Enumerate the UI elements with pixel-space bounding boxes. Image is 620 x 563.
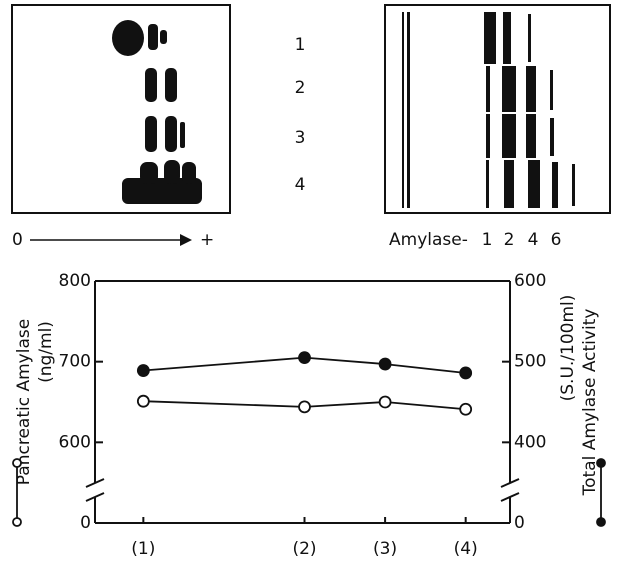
x-tick-label: (4) — [454, 539, 478, 559]
y2-tick-label: 400 — [514, 432, 546, 452]
gel-left — [12, 5, 230, 213]
y2-tick-label: 0 — [514, 513, 525, 533]
point — [138, 396, 149, 407]
figure: 1 2 3 4 0 + Amylase- 1 2 4 6 Pancreatic … — [0, 0, 620, 563]
arrow-head — [180, 234, 192, 246]
legend-key-marker — [597, 459, 605, 467]
y-tick-label: 800 — [59, 271, 91, 291]
legend-key-marker — [13, 459, 21, 467]
band-label: 6 — [551, 230, 562, 250]
point — [299, 401, 310, 412]
y2-tick-label: 500 — [514, 352, 546, 372]
band-label: 2 — [504, 230, 515, 250]
legend-key-marker — [13, 518, 21, 526]
gel-right — [385, 5, 610, 213]
y-tick-label: 700 — [59, 352, 91, 372]
point — [138, 365, 149, 376]
y-tick-label: 600 — [59, 432, 91, 452]
lane-label: 2 — [295, 78, 306, 98]
y2-axis-label: (S.U./100ml) — [558, 295, 578, 402]
y2-tick-label: 600 — [514, 271, 546, 291]
gel-axis-end: + — [200, 230, 214, 250]
point — [380, 397, 391, 408]
band-label: 1 — [482, 230, 493, 250]
point — [460, 367, 471, 378]
gel-axis-start: 0 — [12, 230, 23, 250]
x-tick-label: (2) — [292, 539, 316, 559]
lane-label: 4 — [295, 175, 306, 195]
lane-label: 1 — [295, 35, 306, 55]
x-tick-label: (3) — [373, 539, 397, 559]
y2-axis-label: Total Amylase Activity — [580, 309, 600, 497]
legend-key-marker — [597, 518, 605, 526]
band-label: 4 — [528, 230, 539, 250]
point — [380, 359, 391, 370]
y-tick-label: 0 — [80, 513, 91, 533]
point — [299, 352, 310, 363]
lane-label: 3 — [295, 128, 306, 148]
y-axis-label: (ng/ml) — [36, 321, 56, 383]
x-tick-label: (1) — [131, 539, 155, 559]
band-title: Amylase- — [389, 230, 468, 250]
point — [460, 404, 471, 415]
